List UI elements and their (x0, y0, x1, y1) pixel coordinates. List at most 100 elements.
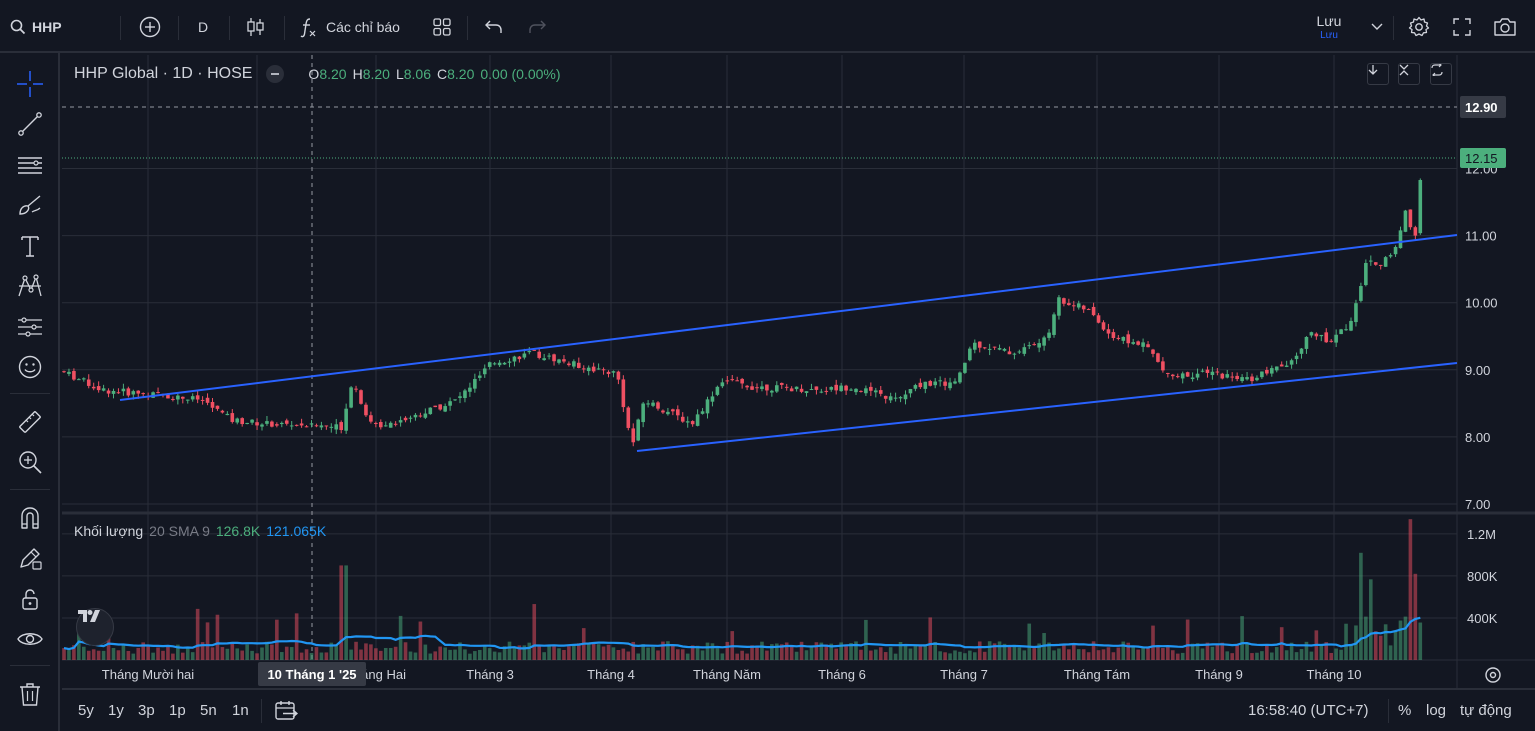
candle-body (730, 379, 735, 381)
volume-bar (502, 646, 507, 660)
drawing-mode-tool[interactable] (14, 542, 46, 574)
settings-button[interactable] (1406, 0, 1432, 53)
candle-body (344, 408, 348, 431)
candle-body (1339, 329, 1343, 335)
candle-body (230, 413, 235, 422)
volume-bar (1200, 648, 1205, 660)
brush-tool[interactable] (14, 190, 46, 222)
candle-body (933, 381, 937, 386)
volume-bar (626, 651, 631, 660)
percent-toggle[interactable]: % (1398, 702, 1412, 719)
range-button-1p[interactable]: 1p (169, 702, 186, 719)
time-tick-label: Tháng 7 (940, 667, 988, 682)
magnet-tool[interactable] (14, 502, 46, 534)
volume-bar (720, 653, 725, 660)
volume-bar (126, 650, 131, 660)
save-button[interactable]: Lưu Lưu (1298, 0, 1360, 53)
range-button-1n[interactable]: 1n (232, 702, 249, 719)
candle-body (918, 382, 923, 388)
range-button-1y[interactable]: 1y (108, 702, 124, 719)
maximize-pane-button[interactable] (1398, 63, 1420, 85)
trend-channel[interactable] (119, 234, 1458, 452)
volume-bar (1101, 649, 1106, 660)
candle-body (1324, 332, 1329, 343)
volume-bar (359, 649, 363, 660)
candle-body (299, 423, 304, 426)
volume-bar (1245, 643, 1249, 660)
indicators-button[interactable]: Các chỉ báo (298, 0, 400, 53)
volume-bar (547, 645, 551, 660)
volume-bar (948, 653, 952, 660)
collapse-legend-button[interactable] (266, 65, 285, 83)
volume-bar (715, 648, 720, 660)
candle-body (176, 395, 180, 400)
chart-type-button[interactable] (243, 0, 269, 53)
volume-bar (586, 644, 591, 660)
crosshair-tool[interactable] (14, 68, 46, 100)
volume-bar (874, 649, 878, 660)
text-tool[interactable] (14, 230, 46, 262)
lock-tool[interactable] (14, 583, 46, 615)
trend-line-tool[interactable] (14, 108, 46, 140)
trend-line-icon (18, 112, 42, 136)
candle-body (680, 416, 685, 422)
channel-upper-line[interactable] (119, 234, 1458, 401)
candle-body (883, 395, 888, 399)
save-menu-button[interactable] (1368, 0, 1386, 53)
volume-bar (205, 622, 210, 660)
volume-bar (181, 652, 185, 660)
candle-body (1072, 305, 1076, 307)
candle-body (1017, 351, 1022, 353)
fib-tool[interactable] (14, 149, 46, 181)
volume-bar (1116, 647, 1121, 660)
chart-area[interactable]: 12.00 11.00 10.00 9.00 8.00 7.00 1.2M 800K 400K 1… (62, 55, 1535, 688)
interval-button[interactable]: D (197, 18, 209, 35)
volume-bar (1062, 645, 1066, 660)
clock[interactable]: 16:58:40 (UTC+7) (1248, 702, 1369, 719)
candle-body (1086, 309, 1091, 311)
redo-button[interactable] (525, 0, 549, 53)
volume-bar (1369, 579, 1373, 660)
range-button-5n[interactable]: 5n (200, 702, 217, 719)
measure-tool[interactable] (14, 406, 46, 438)
volume-bar (888, 647, 893, 660)
remove-drawings-tool[interactable] (14, 678, 46, 710)
volume-bar (1289, 642, 1294, 660)
candle-body (725, 380, 730, 382)
range-button-3p[interactable]: 3p (138, 702, 155, 719)
visibility-tool[interactable] (14, 623, 46, 655)
tradingview-logo[interactable] (76, 608, 114, 646)
volume-bar (225, 648, 230, 660)
channel-lower-line[interactable] (636, 362, 1458, 452)
axis-settings-gear-icon[interactable] (1485, 667, 1501, 683)
candle-body (517, 356, 522, 360)
goto-date-button[interactable] (274, 690, 298, 731)
snapshot-button[interactable] (1492, 0, 1518, 53)
candle-body (388, 422, 393, 428)
candle-body (329, 426, 334, 428)
undo-button[interactable] (482, 0, 506, 53)
candle-body (552, 354, 556, 362)
volume-bar (557, 648, 561, 660)
fullscreen-button[interactable] (1450, 0, 1474, 53)
scroll-down-button[interactable] (1367, 63, 1389, 85)
candle-body (1037, 343, 1041, 348)
emoji-tool[interactable] (14, 351, 46, 383)
pattern-tool[interactable] (14, 270, 46, 302)
forecast-tool[interactable] (14, 311, 46, 343)
candle-body (1274, 366, 1279, 371)
zoom-tool[interactable] (14, 446, 46, 478)
compare-add-button[interactable] (136, 0, 164, 53)
price-chart[interactable]: 12.0011.0010.009.008.007.001.2M800K400K1… (62, 55, 1535, 688)
volume-bar (1294, 652, 1299, 660)
candle-body (794, 386, 799, 390)
symbol-search[interactable]: HHP (10, 0, 62, 53)
candle-body (804, 391, 809, 393)
log-toggle[interactable]: log (1426, 702, 1447, 719)
candle-body (1081, 305, 1086, 310)
pane-settings-button[interactable] (1430, 63, 1452, 85)
layouts-button[interactable] (430, 0, 454, 53)
range-button-5y[interactable]: 5y (78, 702, 94, 719)
auto-scale-toggle[interactable]: tự động (1460, 702, 1512, 719)
magnet-icon (21, 507, 39, 529)
